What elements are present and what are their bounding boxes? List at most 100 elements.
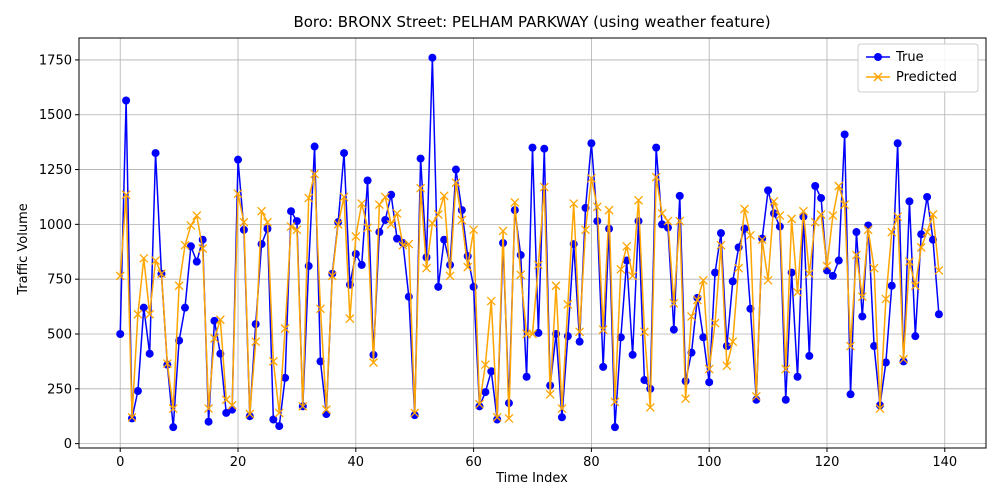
predicted-point [539, 182, 549, 192]
predicted-point [533, 260, 543, 270]
true-point [699, 333, 708, 342]
predicted-series-line [119, 173, 940, 420]
x-tick-label: 0 [116, 455, 124, 470]
predicted-point [586, 173, 596, 183]
true-point [269, 415, 278, 424]
predicted-point [692, 295, 702, 305]
predicted-point [427, 218, 437, 228]
predicted-point [769, 196, 779, 206]
true-point [487, 367, 496, 376]
true-point [616, 333, 625, 342]
true-point [834, 256, 843, 265]
predicted-point [622, 241, 632, 251]
true-point [911, 332, 920, 341]
predicted-point [592, 202, 602, 212]
true-point [304, 262, 313, 271]
predicted-point [327, 271, 337, 281]
predicted-point [557, 404, 567, 413]
true-point [192, 257, 201, 266]
predicted-point [504, 413, 514, 423]
x-tick-label: 80 [583, 455, 600, 470]
legend-predicted-label: Predicted [896, 70, 957, 85]
true-point [628, 350, 637, 359]
predicted-point [545, 389, 555, 399]
predicted-point [392, 208, 402, 218]
x-axis-label: Time Index [495, 471, 568, 486]
predicted-point [581, 225, 590, 235]
predicted-point [498, 226, 508, 236]
predicted-point [604, 205, 614, 215]
predicted-point [528, 329, 537, 339]
true-point [934, 310, 943, 319]
true-point [357, 260, 366, 269]
predicted-point [710, 318, 720, 328]
predicted-point [133, 309, 143, 319]
y-tick-label: 1250 [39, 163, 72, 178]
true-point [610, 423, 619, 432]
predicted-point [304, 193, 314, 203]
predicted-point [439, 191, 449, 201]
predicted-point [810, 217, 820, 227]
true-point [716, 229, 725, 238]
x-tick-label: 40 [348, 455, 365, 470]
true-point [675, 191, 684, 200]
true-point [640, 376, 649, 385]
predicted-point [916, 242, 926, 252]
predicted-point [145, 309, 155, 319]
legend-true-label: True [895, 50, 924, 65]
predicted-point [698, 275, 708, 285]
x-tick-label: 120 [815, 455, 840, 470]
predicted-point [139, 253, 149, 263]
predicted-point [840, 200, 850, 210]
predicted-point [922, 227, 932, 237]
x-tick-label: 100 [697, 455, 722, 470]
y-tick-label: 250 [47, 382, 72, 397]
predicted-point [245, 409, 255, 419]
true-point [340, 149, 349, 158]
predicted-point [321, 405, 331, 415]
true-point [133, 386, 142, 395]
predicted-point [798, 206, 808, 216]
true-point [457, 206, 466, 215]
predicted-point [298, 401, 308, 411]
true-point [234, 155, 243, 164]
predicted-point [310, 169, 320, 179]
predicted-point [740, 204, 749, 214]
true-point [893, 139, 902, 148]
true-point [245, 412, 254, 421]
predicted-point [404, 239, 414, 249]
true-point [858, 312, 867, 321]
true-point [404, 292, 413, 301]
predicted-point [210, 333, 219, 343]
y-tick-label: 500 [47, 327, 72, 342]
predicted-point [610, 397, 620, 407]
predicted-point [333, 219, 343, 229]
true-point [516, 251, 525, 260]
y-tick-label: 750 [47, 273, 72, 288]
true-point [145, 349, 154, 358]
true-point [557, 413, 566, 422]
predicted-point [374, 200, 384, 210]
predicted-point [616, 264, 626, 274]
predicted-point [475, 399, 484, 409]
predicted-point [433, 210, 443, 219]
predicted-point [445, 271, 455, 281]
predicted-point [380, 192, 390, 202]
true-point [475, 402, 484, 411]
predicted-point [351, 231, 361, 241]
predicted-point [681, 394, 691, 404]
series-lines [115, 53, 944, 432]
true-point [451, 165, 460, 174]
true-point [139, 303, 148, 312]
predicted-point [422, 263, 431, 273]
true-point [728, 277, 737, 286]
predicted-point [598, 325, 608, 335]
y-tick-label: 1750 [39, 53, 72, 68]
predicted-point [575, 327, 585, 337]
predicted-point [716, 240, 726, 250]
true-point [387, 190, 396, 199]
true-point [887, 281, 896, 290]
true-point [652, 143, 661, 152]
true-point [316, 357, 325, 366]
predicted-point [628, 271, 638, 281]
